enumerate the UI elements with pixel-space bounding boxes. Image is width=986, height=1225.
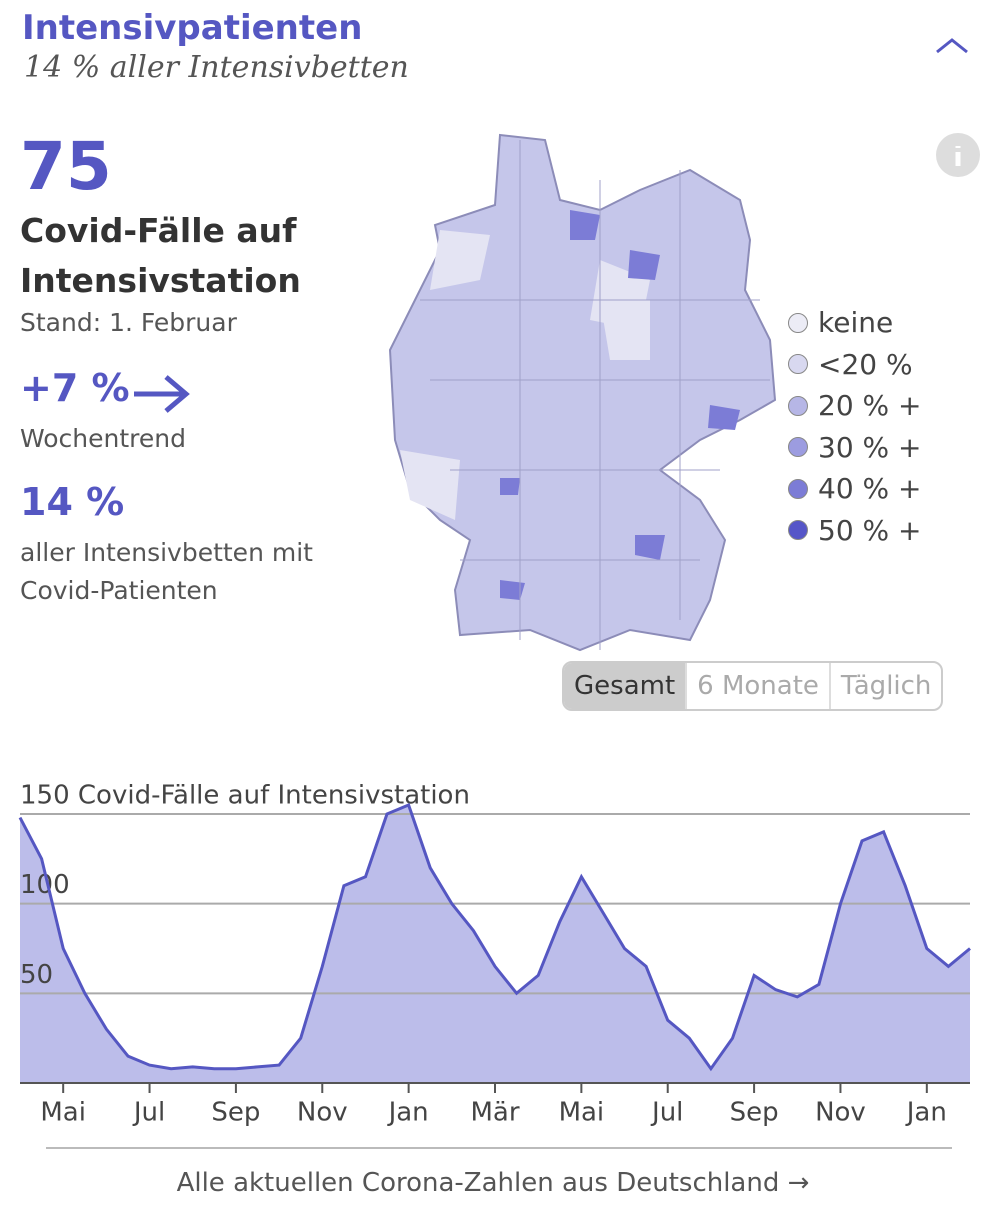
x-tick-label: Nov: [297, 1098, 348, 1128]
map-borders: [420, 140, 770, 650]
legend-swatch: [788, 520, 808, 540]
legend-item: 50 % +: [788, 514, 922, 547]
button[interactable]: 6 Monate: [685, 663, 829, 709]
title: Intensivpatienten: [22, 8, 363, 48]
area-fill: [20, 805, 970, 1083]
share-label: aller Intensivbetten mit Covid-Patienten: [20, 538, 313, 605]
legend-swatch: [788, 354, 808, 374]
x-tick-label: Jul: [132, 1098, 165, 1128]
x-tick-label: Sep: [211, 1098, 260, 1128]
button[interactable]: Täglich: [828, 663, 942, 709]
range-buttons: Gesamt 6 Monate Täglich: [562, 661, 944, 711]
date: Stand: 1. Februar: [20, 308, 237, 337]
map-germany: [388, 133, 777, 652]
x-tick-label: Mai: [559, 1098, 605, 1128]
y-tick-label: 50: [20, 960, 53, 990]
subtitle: 14 % aller Intensivbetten: [24, 50, 409, 85]
legend-label: 20 % +: [818, 389, 922, 422]
trend-label: Wochentrend: [20, 424, 186, 453]
legend-label: keine: [818, 306, 894, 339]
trend: +7 %: [20, 366, 130, 410]
legend-item: 40 % +: [788, 472, 922, 505]
line: [18, 803, 971, 1072]
legend-label: 30 % +: [818, 430, 922, 464]
x-tick-label: Sep: [730, 1098, 779, 1128]
x-tick-label: Jul: [650, 1098, 683, 1128]
legend-swatch: [788, 312, 808, 333]
legend-item: <20 %: [788, 348, 913, 381]
legend-swatch: [788, 395, 808, 416]
legend-swatch: [788, 478, 808, 499]
legend-item: 30 % +: [788, 431, 922, 464]
x-tick-label: Nov: [815, 1098, 866, 1128]
legend-item: keine: [788, 306, 893, 339]
legend-label: 40 % +: [818, 472, 922, 505]
legend-label: 50 % +: [818, 513, 922, 547]
big-value: 75: [20, 128, 112, 205]
x-tick-label: Jan: [905, 1098, 947, 1128]
y-tick-label: 150 Covid-Fälle auf Intensivstation: [20, 781, 470, 811]
x-tick-label: Mär: [470, 1098, 519, 1128]
x-tick-label: Mai: [40, 1098, 86, 1128]
legend-item: 20 % +: [788, 389, 922, 422]
share: 14 %: [20, 480, 125, 524]
map-regions-light: [400, 230, 650, 520]
button[interactable]: Gesamt: [564, 663, 686, 709]
trend-arrow: [134, 375, 190, 413]
legend-label: <20 %: [818, 347, 913, 381]
collapse-chevron[interactable]: [936, 38, 968, 54]
footer-link[interactable]: Alle aktuellen Corona-Zahlen aus Deutsch…: [176, 1168, 810, 1198]
value-label: Covid-Fälle auf Intensivstation: [20, 211, 301, 300]
x-tick-label: Jan: [387, 1098, 429, 1128]
legend-swatch: [788, 437, 808, 457]
